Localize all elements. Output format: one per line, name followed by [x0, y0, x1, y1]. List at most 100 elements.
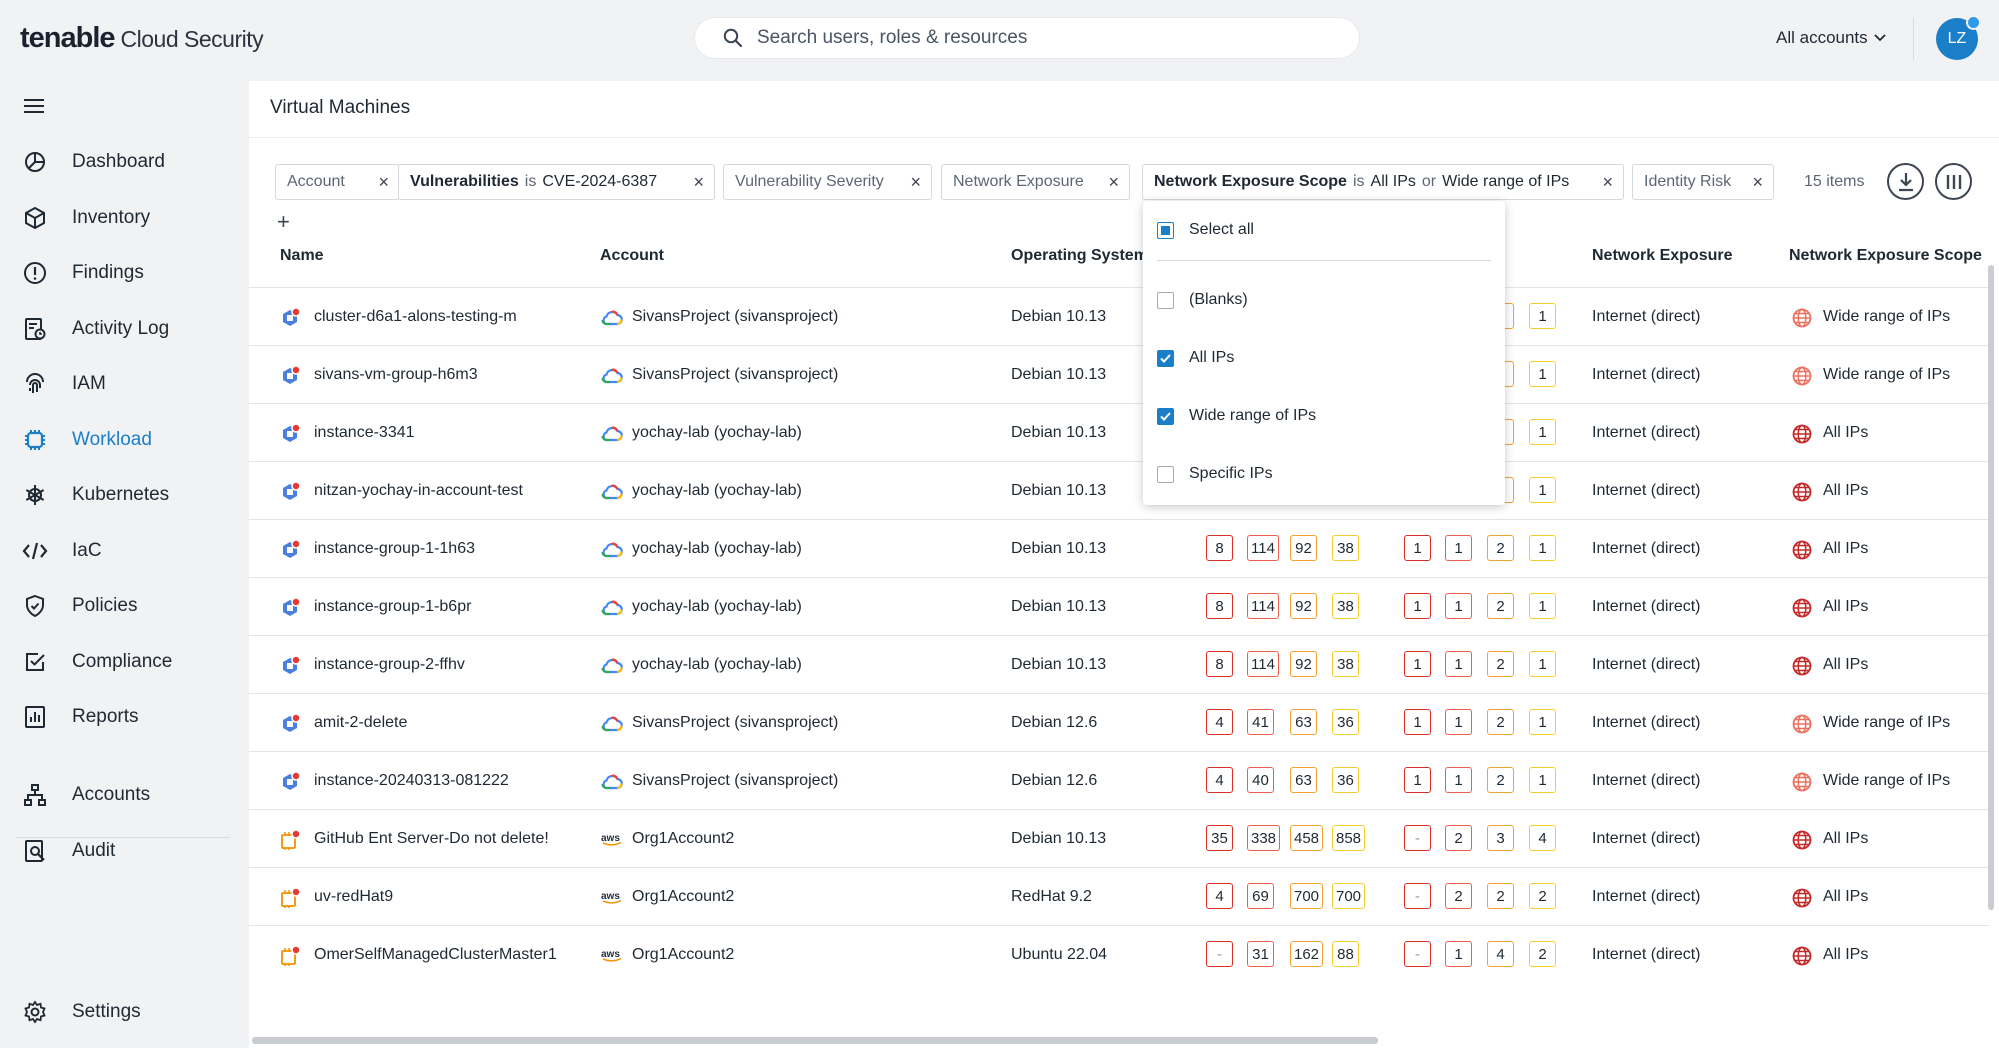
- vulnerability-count-badge[interactable]: 69: [1247, 883, 1274, 909]
- table-row[interactable]: nitzan-yochay-in-account-test yochay-lab …: [249, 461, 1989, 519]
- sidebar-item-kubernetes[interactable]: Kubernetes: [0, 472, 246, 518]
- sidebar-item-audit[interactable]: Audit: [0, 828, 246, 874]
- search-input[interactable]: [757, 27, 1317, 49]
- account-selector[interactable]: All accounts: [1776, 28, 1886, 48]
- finding-count-badge[interactable]: 1: [1445, 593, 1472, 619]
- vulnerability-count-badge[interactable]: 35: [1206, 825, 1233, 851]
- finding-count-badge[interactable]: 1: [1529, 419, 1556, 445]
- sidebar-item-settings[interactable]: Settings: [0, 989, 246, 1035]
- close-icon[interactable]: ×: [378, 171, 389, 192]
- sidebar-item-activity-log[interactable]: Activity Log: [0, 306, 246, 352]
- close-icon[interactable]: ×: [1752, 171, 1763, 192]
- vulnerability-count-badge[interactable]: -: [1206, 941, 1233, 967]
- account-name[interactable]: yochay-lab (yochay-lab): [632, 424, 802, 441]
- finding-count-badge[interactable]: 1: [1445, 941, 1472, 967]
- download-button[interactable]: [1887, 163, 1924, 200]
- table-row[interactable]: instance-group-1-1h63 yochay-lab (yochay-…: [249, 519, 1989, 577]
- filter-chip-network-exposure[interactable]: Network Exposure ×: [941, 164, 1130, 200]
- sidebar-item-iam[interactable]: IAM: [0, 361, 246, 407]
- finding-count-badge[interactable]: 1: [1445, 709, 1472, 735]
- finding-count-badge[interactable]: 3: [1487, 825, 1514, 851]
- vulnerability-count-badge[interactable]: 88: [1332, 941, 1359, 967]
- filter-chip-network-exposure-scope[interactable]: Network Exposure Scope is All IPs or Wid…: [1142, 164, 1624, 200]
- close-icon[interactable]: ×: [1602, 171, 1613, 192]
- global-search[interactable]: [695, 18, 1359, 58]
- option-all-ips[interactable]: All IPs: [1157, 349, 1234, 367]
- finding-count-badge[interactable]: 1: [1404, 767, 1431, 793]
- option-checkbox[interactable]: [1157, 349, 1174, 367]
- sidebar-item-inventory[interactable]: Inventory: [0, 195, 246, 241]
- finding-count-badge[interactable]: 2: [1487, 883, 1514, 909]
- vulnerability-count-badge[interactable]: 858: [1332, 825, 1366, 851]
- finding-count-badge[interactable]: -: [1404, 825, 1431, 851]
- vulnerability-count-badge[interactable]: 700: [1290, 883, 1324, 909]
- sidebar-item-compliance[interactable]: Compliance: [0, 639, 246, 685]
- select-all-checkbox[interactable]: [1157, 221, 1174, 239]
- account-name[interactable]: Org1Account2: [632, 830, 735, 847]
- finding-count-badge[interactable]: 1: [1529, 535, 1556, 561]
- vulnerability-count-badge[interactable]: 4: [1206, 767, 1233, 793]
- vulnerability-count-badge[interactable]: 41: [1247, 709, 1274, 735]
- table-row[interactable]: instance-3341 yochay-lab (yochay-lab) Debi…: [249, 403, 1989, 461]
- vm-name[interactable]: instance-3341: [314, 424, 415, 441]
- finding-count-badge[interactable]: 2: [1487, 535, 1514, 561]
- vulnerability-count-badge[interactable]: 38: [1332, 535, 1359, 561]
- finding-count-badge[interactable]: 2: [1487, 651, 1514, 677]
- sidebar-item-dashboard[interactable]: Dashboard: [0, 139, 246, 185]
- vm-name[interactable]: instance-group-2-ffhv: [314, 656, 465, 673]
- account-name[interactable]: yochay-lab (yochay-lab): [632, 482, 802, 499]
- vulnerability-count-badge[interactable]: 63: [1290, 709, 1317, 735]
- finding-count-badge[interactable]: -: [1404, 941, 1431, 967]
- vulnerability-count-badge[interactable]: 92: [1290, 593, 1317, 619]
- column-header-network-exposure[interactable]: Network Exposure: [1592, 247, 1733, 264]
- sidebar-item-iac[interactable]: IaC: [0, 528, 246, 574]
- vulnerability-count-badge[interactable]: 700: [1332, 883, 1366, 909]
- finding-count-badge[interactable]: 1: [1529, 767, 1556, 793]
- vulnerability-count-badge[interactable]: 63: [1290, 767, 1317, 793]
- vulnerability-count-badge[interactable]: 114: [1247, 535, 1279, 561]
- filter-chip-vulnerabilities[interactable]: Vulnerabilities is CVE-2024-6387 ×: [398, 164, 715, 200]
- account-name[interactable]: SivansProject (sivansproject): [632, 714, 839, 731]
- finding-count-badge[interactable]: 1: [1529, 303, 1556, 329]
- option-checkbox[interactable]: [1157, 465, 1174, 483]
- table-row[interactable]: GitHub Ent Server-Do not delete! aws Org1A…: [249, 809, 1989, 867]
- table-row[interactable]: sivans-vm-group-h6m3 SivansProject (sivan…: [249, 345, 1989, 403]
- finding-count-badge[interactable]: 2: [1487, 593, 1514, 619]
- account-name[interactable]: yochay-lab (yochay-lab): [632, 598, 802, 615]
- vulnerability-count-badge[interactable]: 8: [1206, 593, 1233, 619]
- finding-count-badge[interactable]: 1: [1404, 651, 1431, 677]
- vulnerability-count-badge[interactable]: 36: [1332, 709, 1359, 735]
- finding-count-badge[interactable]: 2: [1529, 941, 1556, 967]
- vulnerability-count-badge[interactable]: 31: [1247, 941, 1274, 967]
- finding-count-badge[interactable]: 1: [1529, 361, 1556, 387]
- sidebar-item-reports[interactable]: Reports: [0, 694, 246, 740]
- close-icon[interactable]: ×: [1108, 171, 1119, 192]
- table-row[interactable]: instance-group-1-b6pr yochay-lab (yochay-…: [249, 577, 1989, 635]
- vm-name[interactable]: OmerSelfManagedClusterMaster1: [314, 946, 557, 963]
- finding-count-badge[interactable]: 4: [1487, 941, 1514, 967]
- add-filter-button[interactable]: +: [277, 209, 290, 234]
- sidebar-item-policies[interactable]: Policies: [0, 583, 246, 629]
- sidebar-item-accounts[interactable]: Accounts: [0, 772, 246, 818]
- vulnerability-count-badge[interactable]: 4: [1206, 883, 1233, 909]
- filter-chip-account[interactable]: Account ×: [275, 164, 400, 200]
- table-row[interactable]: cluster-d6a1-alons-testing-m SivansProjec…: [249, 287, 1989, 345]
- vm-name[interactable]: instance-20240313-081222: [314, 772, 509, 789]
- vulnerability-count-badge[interactable]: 36: [1332, 767, 1359, 793]
- finding-count-badge[interactable]: 2: [1445, 883, 1472, 909]
- option-specific-ips[interactable]: Specific IPs: [1157, 465, 1273, 483]
- sidebar-item-workload[interactable]: Workload: [0, 417, 246, 463]
- vulnerability-count-badge[interactable]: 338: [1247, 825, 1281, 851]
- finding-count-badge[interactable]: 2: [1487, 709, 1514, 735]
- avatar[interactable]: LZ: [1936, 15, 1981, 60]
- sidebar-item-findings[interactable]: Findings: [0, 250, 246, 296]
- vulnerability-count-badge[interactable]: 8: [1206, 651, 1233, 677]
- finding-count-badge[interactable]: 1: [1404, 593, 1431, 619]
- vulnerability-count-badge[interactable]: 92: [1290, 535, 1317, 561]
- finding-count-badge[interactable]: 1: [1445, 767, 1472, 793]
- finding-count-badge[interactable]: 2: [1529, 883, 1556, 909]
- account-name[interactable]: yochay-lab (yochay-lab): [632, 656, 802, 673]
- option-blanks[interactable]: (Blanks): [1157, 291, 1248, 309]
- finding-count-badge[interactable]: 1: [1529, 709, 1556, 735]
- finding-count-badge[interactable]: 2: [1445, 825, 1472, 851]
